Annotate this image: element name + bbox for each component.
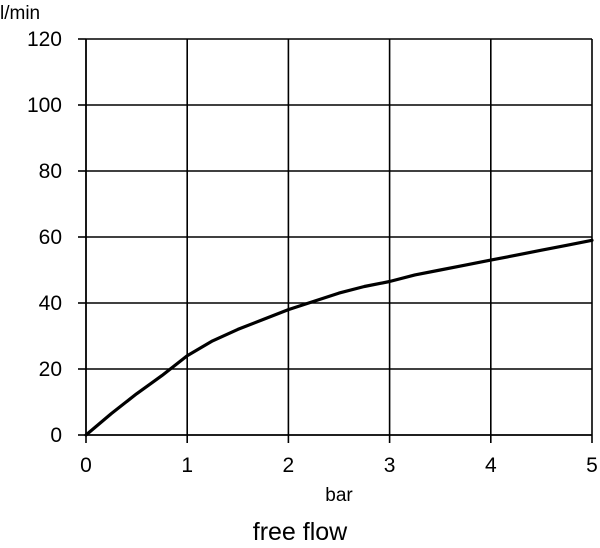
x-tick-label-2: 2	[283, 454, 295, 477]
x-tick-label-3: 3	[384, 454, 396, 477]
y-tick-label-0: 0	[50, 424, 62, 447]
x-tick-label-4: 4	[485, 454, 497, 477]
x-tick-label-0: 0	[80, 454, 92, 477]
axes	[78, 38, 593, 443]
chart-caption: free flow	[253, 518, 348, 546]
tick-labels: 0 20 40 60 80 100 120 0 1 2 3 4 5	[27, 28, 598, 477]
y-tick-label-4: 80	[39, 160, 62, 183]
x-tick-label-1: 1	[181, 454, 193, 477]
x-tick-label-5: 5	[586, 454, 598, 477]
grid	[86, 38, 593, 435]
y-tick-label-2: 40	[39, 292, 62, 315]
x-axis-label: bar	[325, 485, 353, 506]
flow-curve	[84, 238, 594, 437]
y-tick-label-3: 60	[39, 226, 62, 249]
y-tick-label-1: 20	[39, 358, 62, 381]
y-tick-label-6: 120	[27, 28, 62, 51]
y-axis-label: l/min	[0, 3, 40, 24]
y-tick-label-5: 100	[27, 94, 62, 117]
